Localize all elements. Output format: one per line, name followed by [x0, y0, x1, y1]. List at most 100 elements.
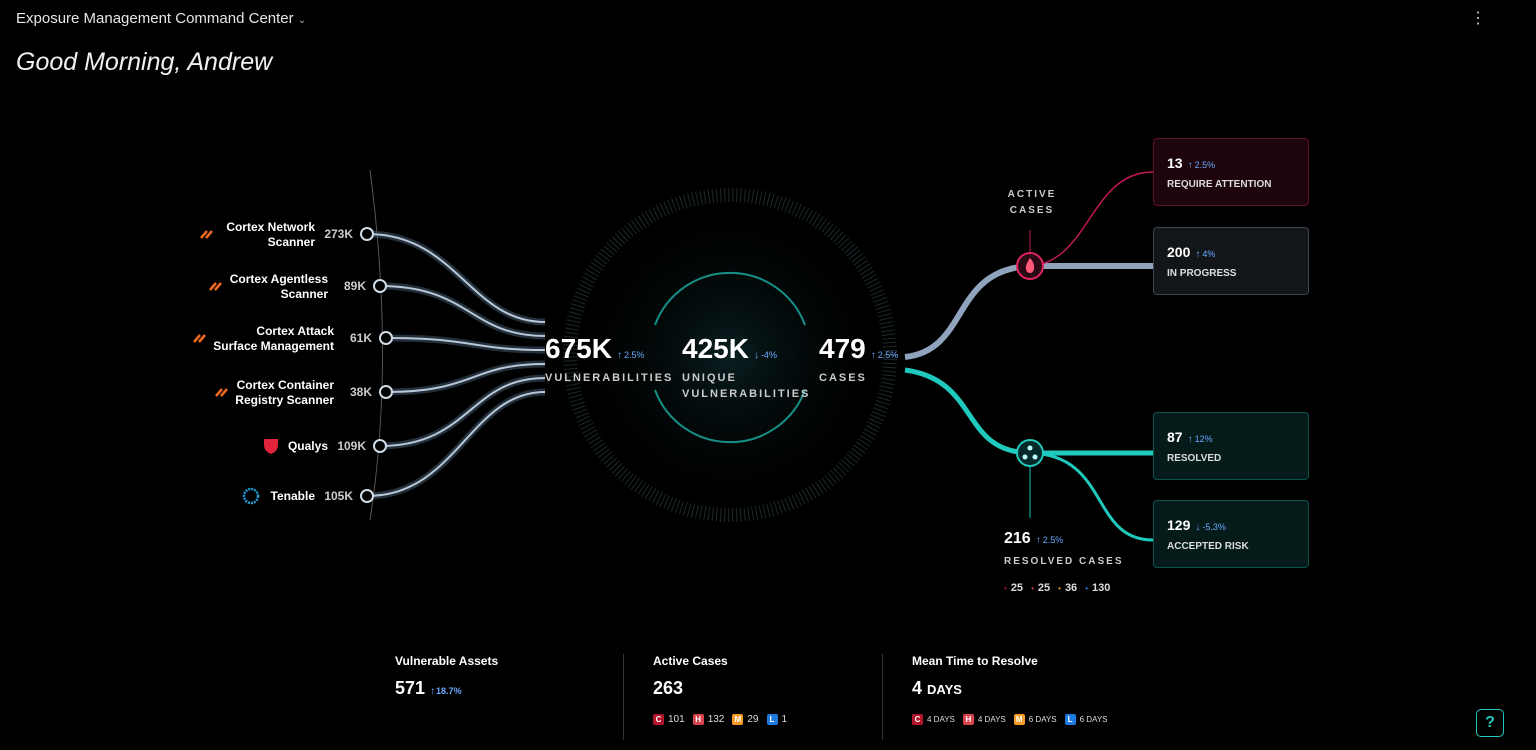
- severity-count: 4 DAYS: [977, 715, 1006, 724]
- greeting: Good Morning, Andrew: [16, 48, 273, 76]
- outcome-row: 200 ↑ 4%: [1167, 244, 1295, 262]
- source-node: [373, 439, 387, 453]
- source-name: Qualys: [287, 439, 328, 453]
- resolved-label: RESOLVED CASES: [1004, 556, 1124, 567]
- severity-dot: •: [1085, 584, 1088, 593]
- outcome-value: 13: [1167, 155, 1183, 171]
- severity-badge: L: [1064, 714, 1076, 725]
- summary-card: Active Cases 263 C 101 H 132 M 29 L 1: [653, 654, 883, 725]
- source-value: 89K: [343, 279, 366, 293]
- severity-dot: •: [1031, 584, 1034, 593]
- trend-arrow: ↑: [1195, 249, 1201, 260]
- source-name: Cortex Agentless Scanner: [229, 272, 328, 301]
- summary-title: Active Cases: [653, 654, 728, 668]
- outcome-value: 87: [1167, 429, 1183, 445]
- metric-change: -4%: [760, 350, 777, 360]
- cortex-icon: [205, 230, 213, 239]
- resolved-node: [1016, 439, 1044, 467]
- resolved-value: 216: [1004, 530, 1031, 547]
- outcome-value: 129: [1167, 517, 1191, 533]
- severity-dot: •: [1058, 584, 1061, 593]
- summary-value: 571: [395, 678, 426, 698]
- source-name: Tenable: [270, 489, 315, 503]
- severity-count: 101: [668, 714, 685, 725]
- source-value: 109K: [337, 439, 366, 453]
- summary-title: Mean Time to Resolve: [912, 654, 1038, 668]
- outcome-card[interactable]: 200 ↑ 4% IN PROGRESS: [1153, 227, 1309, 295]
- outcome-value: 200: [1167, 244, 1191, 260]
- resolved-count: 36: [1064, 582, 1078, 594]
- outcome-card[interactable]: 87 ↑ 12% RESOLVED: [1153, 412, 1309, 480]
- outcome-label: IN PROGRESS: [1167, 268, 1237, 279]
- source-wire: [379, 285, 546, 337]
- cortex-icon: [220, 388, 228, 397]
- severity-badge: H: [692, 714, 704, 725]
- source-wire: [366, 233, 546, 323]
- cortex-icon: [209, 282, 217, 291]
- summary-value: 263: [653, 678, 684, 698]
- cortex-icon: [214, 282, 222, 291]
- source-node: [360, 489, 374, 503]
- metric-value: 425K: [682, 333, 749, 364]
- outcome-change: 2.5%: [1194, 160, 1216, 170]
- severity-badge: C: [653, 714, 664, 725]
- resolved-breakdown: • 25 • 25 • 36 • 130: [1004, 578, 1124, 596]
- summary-change: 18.7%: [436, 686, 462, 696]
- divider: [882, 654, 883, 740]
- source-value: 38K: [349, 385, 372, 399]
- outcome-label: REQUIRE ATTENTION: [1167, 179, 1272, 190]
- trend-arrow: ↑: [430, 686, 436, 697]
- severity-count: 1: [781, 714, 788, 725]
- outcome-row: 129 ↓ -5.3%: [1167, 517, 1295, 535]
- source-name: Cortex Attack Surface Management: [213, 324, 334, 353]
- source-wire: [385, 363, 546, 393]
- outcome-row: 87 ↑ 12%: [1167, 429, 1295, 447]
- metric-change: 2.5%: [623, 350, 645, 360]
- cortex-icon: [198, 334, 206, 343]
- ring-arc: [654, 271, 806, 326]
- source-wire-glow: [379, 282, 546, 340]
- outcome-change: 4%: [1202, 249, 1216, 259]
- help-button[interactable]: ?: [1476, 709, 1504, 737]
- severity-badge: M: [732, 714, 744, 725]
- tenable-icon: [242, 487, 260, 505]
- trend-arrow: ↓: [1195, 522, 1201, 533]
- resolved-icon: [1022, 445, 1038, 460]
- severity-count: 4 DAYS: [927, 715, 955, 724]
- summary-title: Vulnerable Assets: [395, 654, 499, 668]
- source-name: Cortex Container Registry Scanner: [235, 378, 334, 407]
- severity-count: 29: [747, 714, 759, 725]
- summary-value-row: 263: [653, 678, 883, 699]
- severity-count: 6 DAYS: [1028, 715, 1057, 724]
- source-node: [360, 227, 374, 241]
- outcome-card[interactable]: 129 ↓ -5.3% ACCEPTED RISK: [1153, 500, 1309, 568]
- page-title[interactable]: Exposure Management Command Center ⌄: [16, 10, 307, 27]
- severity-badge: M: [1013, 714, 1025, 725]
- cortex-icon: [193, 334, 201, 343]
- summary-card: Vulnerable Assets 571 ↑18.7%: [395, 654, 625, 711]
- trend-arrow: ↓: [753, 350, 759, 361]
- outcome-change: 12%: [1194, 434, 1213, 444]
- outcome-label: RESOLVED: [1167, 453, 1222, 464]
- metric-label: VULNERABILITIES: [545, 372, 674, 384]
- attention-wire: [1029, 171, 1154, 267]
- cortex-icon: [200, 230, 208, 239]
- source-value: 273K: [324, 227, 353, 241]
- trend-arrow: ↑: [1035, 535, 1041, 546]
- metric: 479 ↑ 2.5%: [819, 333, 898, 365]
- outer-ring: [563, 188, 897, 522]
- metric-label: CASES: [819, 372, 867, 384]
- source-wire: [366, 391, 546, 497]
- active-cases-label: ACTIVE CASES: [1007, 189, 1057, 216]
- outcome-card[interactable]: 13 ↑ 2.5% REQUIRE ATTENTION: [1153, 138, 1309, 206]
- trend-arrow: ↑: [616, 350, 622, 361]
- summary-value-row: 571 ↑18.7%: [395, 678, 625, 699]
- source-node: [379, 385, 393, 399]
- menu-button[interactable]: ⋮: [1470, 10, 1486, 27]
- ring-arc: [654, 389, 806, 444]
- divider: [623, 654, 624, 740]
- outcome-label: ACCEPTED RISK: [1167, 541, 1249, 552]
